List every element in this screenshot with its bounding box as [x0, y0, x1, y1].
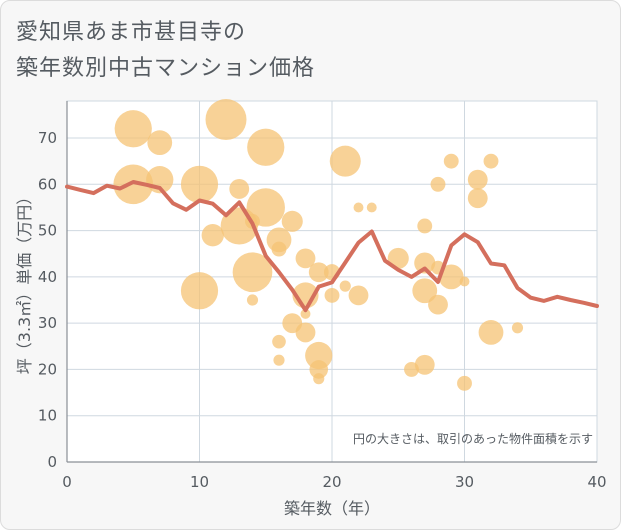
chart-title-line-2: 築年数別中古マンション価格: [16, 56, 316, 81]
x-axis-title: 築年数（年）: [284, 499, 380, 518]
y-tick-label: 10: [38, 407, 57, 425]
data-bubble: [281, 210, 303, 232]
data-bubble: [309, 360, 329, 379]
bubble-size-note: 円の大きさは、取引のあった物件面積を示す: [353, 431, 593, 446]
data-bubble: [308, 262, 329, 283]
data-bubble: [428, 294, 448, 315]
data-bubble: [348, 285, 369, 306]
data-bubble: [247, 128, 285, 166]
data-bubble: [295, 248, 316, 269]
data-bubble: [232, 252, 273, 293]
data-bubble: [272, 334, 286, 349]
data-bubble: [113, 164, 154, 205]
x-tick-label: 40: [587, 473, 606, 491]
y-tick-label: 20: [38, 360, 57, 378]
data-bubble: [180, 272, 219, 310]
data-bubble: [387, 247, 409, 269]
data-bubble: [205, 99, 247, 141]
data-bubble: [459, 276, 470, 287]
data-bubble: [339, 280, 351, 292]
data-bubble: [300, 308, 311, 319]
data-bubble: [417, 218, 433, 234]
data-bubble: [271, 241, 287, 257]
data-bubble: [443, 153, 459, 169]
data-bubble: [324, 287, 340, 303]
data-bubble: [366, 202, 377, 213]
data-bubble: [511, 322, 524, 334]
x-tick-label: 30: [455, 473, 474, 491]
data-bubble: [329, 145, 361, 177]
data-bubble: [430, 176, 446, 192]
data-bubble: [483, 153, 499, 169]
data-bubble: [180, 165, 219, 203]
data-bubble: [246, 188, 285, 227]
data-bubble: [295, 322, 316, 343]
data-bubble: [313, 373, 325, 385]
x-tick-label: 10: [190, 473, 209, 491]
y-axis-title: 坪（3.3㎡）単価（万円）: [15, 189, 34, 374]
y-tick-label: 60: [38, 175, 57, 193]
data-bubble: [201, 224, 224, 247]
data-bubble: [305, 341, 333, 370]
data-bubble: [414, 252, 436, 274]
data-bubble: [478, 320, 504, 345]
average-price-line: [65, 180, 599, 313]
x-tick-label: 20: [322, 473, 341, 491]
data-bubble: [229, 179, 250, 199]
x-tick-label: 0: [62, 473, 72, 491]
data-bubble: [467, 169, 488, 190]
data-bubble: [114, 110, 152, 148]
data-bubble: [414, 354, 435, 375]
data-bubble: [467, 188, 488, 209]
y-tick-label: 50: [38, 222, 57, 240]
data-bubble: [412, 278, 438, 304]
data-bubble: [147, 130, 173, 156]
y-tick-label: 70: [38, 129, 57, 147]
data-bubble: [246, 294, 259, 306]
y-tick-label: 0: [47, 453, 57, 471]
y-tick-label: 30: [38, 314, 57, 332]
data-bubble: [457, 375, 472, 391]
y-tick-label: 40: [38, 268, 57, 286]
data-bubble: [438, 264, 464, 290]
chart-title-line-1: 愛知県あま市甚目寺の: [16, 20, 247, 45]
data-bubble: [273, 354, 285, 366]
data-bubble: [353, 202, 364, 213]
